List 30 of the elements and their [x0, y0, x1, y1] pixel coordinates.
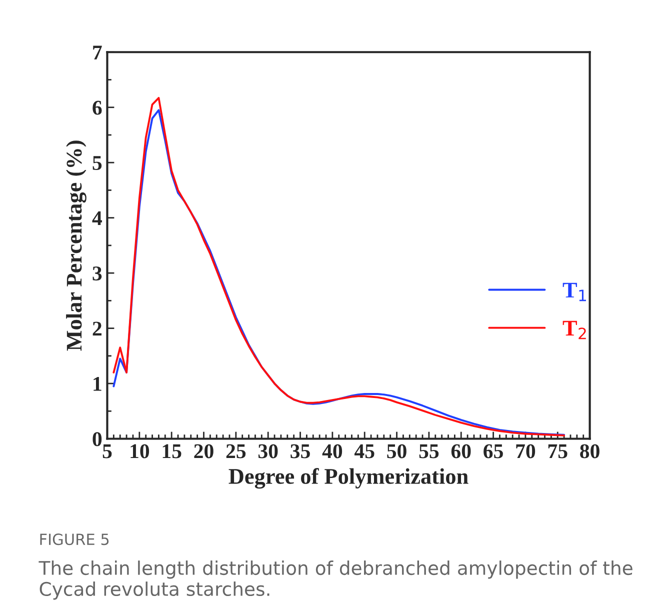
x-tick-label: 15	[162, 444, 182, 458]
x-tick-label: 30	[258, 444, 278, 458]
y-tick-label: 4	[92, 211, 102, 226]
x-tick-label: 20	[194, 444, 214, 458]
x-tick-label: 45	[354, 444, 374, 458]
x-tick-label: 35	[290, 444, 310, 458]
x-tick-label: 10	[130, 444, 150, 458]
x-axis-title: Degree of Polymerization	[228, 468, 468, 489]
x-tick-label: 50	[387, 444, 406, 458]
x-tick-label: 55	[419, 444, 439, 458]
x-tick-label: 70	[516, 444, 536, 458]
y-tick-label: 7	[93, 46, 102, 60]
x-tick-label: 75	[548, 444, 568, 458]
y-tick-label: 6	[92, 100, 102, 115]
caption: FIGURE 5	[40, 534, 109, 546]
legend-label: T$_{2}$	[562, 320, 586, 340]
x-tick-label: 40	[322, 444, 342, 458]
x-tick-label: 80	[580, 444, 600, 458]
x-tick-label: 65	[484, 444, 503, 458]
y-tick-label: 1	[94, 376, 102, 391]
legend-label: T$_{1}$	[562, 282, 586, 302]
y-tick-label: 0	[92, 432, 102, 446]
y-tick-label: 2	[92, 322, 102, 336]
y-tick-label: 5	[92, 156, 102, 170]
text: The chain length distribution of debranched amylopectin of the Cycad revoluta starches.	[38, 560, 632, 600]
y-tick-label: 3	[92, 266, 102, 280]
x-tick-label: 5	[102, 444, 112, 458]
x-tick-label: 60	[451, 444, 471, 458]
y-axis-title: Molar Percentage (%)	[66, 140, 86, 351]
x-tick-label: 25	[226, 444, 246, 458]
